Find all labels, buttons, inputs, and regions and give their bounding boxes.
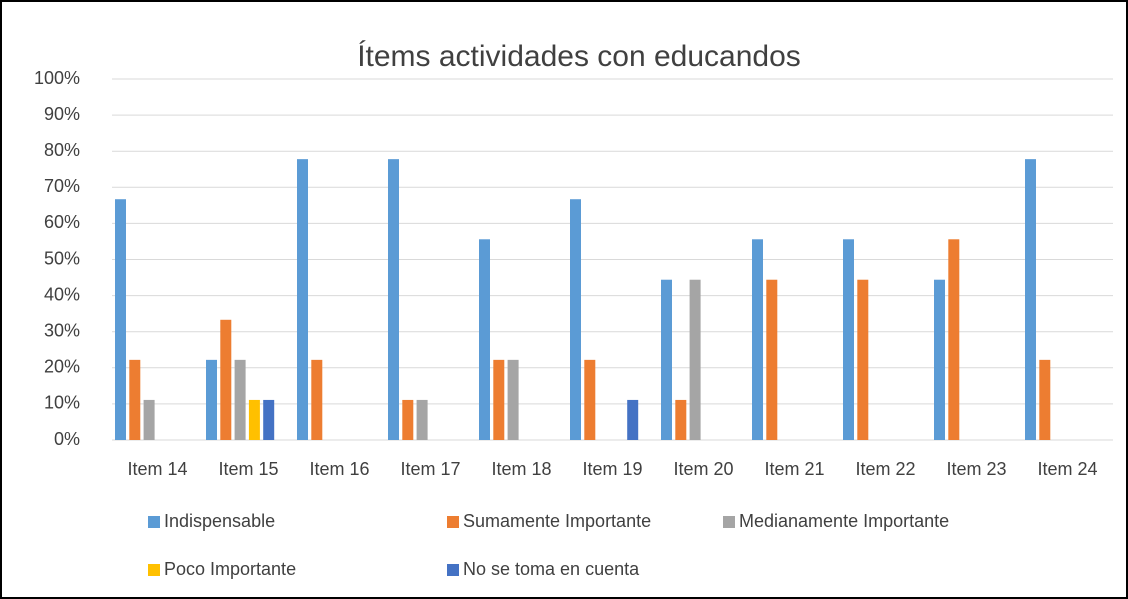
x-tick-label: Item 19: [582, 459, 642, 479]
bar: [857, 279, 869, 440]
bar: [507, 359, 519, 440]
legend-swatch: [447, 516, 459, 528]
bar: [934, 279, 945, 440]
bar: [493, 359, 505, 440]
bar: [584, 359, 596, 440]
x-tick-label: Item 23: [946, 459, 1006, 479]
bar: [388, 159, 399, 440]
bar: [129, 359, 141, 440]
bar: [220, 319, 232, 440]
bar: [570, 199, 581, 440]
bar: [479, 239, 490, 440]
legend-swatch: [723, 516, 735, 528]
bar: [206, 359, 217, 440]
x-tick-label: Item 16: [309, 459, 369, 479]
y-tick-label: 100%: [34, 68, 80, 88]
y-tick-label: 80%: [44, 140, 80, 160]
legend-label: Poco Importante: [164, 559, 296, 579]
bar: [143, 399, 155, 440]
bar: [675, 399, 687, 440]
x-tick-label: Item 24: [1037, 459, 1097, 479]
x-tick-label: Item 20: [673, 459, 733, 479]
x-tick-label: Item 18: [491, 459, 551, 479]
bar: [752, 239, 763, 440]
y-tick-label: 90%: [44, 104, 80, 124]
y-tick-label: 0%: [54, 429, 80, 449]
y-tick-label: 50%: [44, 248, 80, 268]
x-tick-label: Item 15: [218, 459, 278, 479]
bar: [248, 399, 260, 440]
bar: [402, 399, 414, 440]
bar: [115, 199, 126, 440]
bar: [311, 359, 323, 440]
bar: [416, 399, 428, 440]
y-tick-label: 60%: [44, 212, 80, 232]
y-tick-label: 10%: [44, 393, 80, 413]
legend-label: No se toma en cuenta: [463, 559, 640, 579]
x-tick-label: Item 22: [855, 459, 915, 479]
bar: [689, 279, 701, 440]
legend-swatch: [148, 564, 160, 576]
y-tick-label: 40%: [44, 284, 80, 304]
bar: [661, 279, 672, 440]
legend-label: Indispensable: [164, 511, 275, 531]
bar: [948, 239, 960, 440]
bar: [297, 159, 308, 440]
bar: [1025, 159, 1036, 440]
x-tick-label: Item 17: [400, 459, 460, 479]
legend-label: Medianamente Importante: [739, 511, 949, 531]
y-tick-label: 70%: [44, 176, 80, 196]
y-tick-label: 20%: [44, 357, 80, 377]
legend-swatch: [447, 564, 459, 576]
bar: [766, 279, 778, 440]
legend-swatch: [148, 516, 160, 528]
x-tick-label: Item 14: [127, 459, 187, 479]
bar: [843, 239, 854, 440]
bar: [1039, 359, 1051, 440]
bar: [627, 399, 639, 440]
bar: [234, 359, 246, 440]
legend-label: Sumamente Importante: [463, 511, 651, 531]
bar: [263, 399, 275, 440]
x-tick-label: Item 21: [764, 459, 824, 479]
chart-title: Ítems actividades con educandos: [357, 40, 801, 73]
y-tick-label: 30%: [44, 320, 80, 340]
